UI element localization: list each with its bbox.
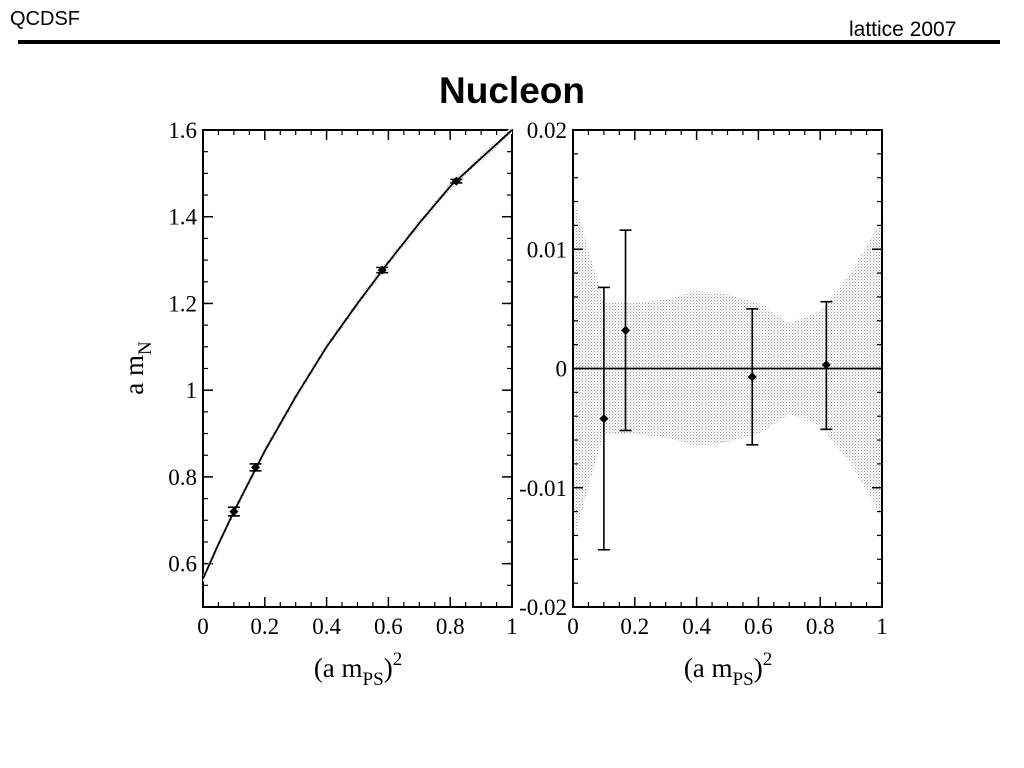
x-tick-label: 0.8 bbox=[436, 614, 465, 639]
plot-frame bbox=[202, 129, 513, 608]
x-axis-label: (a mPS)2 bbox=[314, 649, 402, 690]
x-tick-label: 0 bbox=[197, 614, 209, 639]
x-tick-label: 0.6 bbox=[744, 614, 773, 639]
header-rule bbox=[18, 40, 1000, 44]
x-tick-label: 1 bbox=[876, 614, 888, 639]
left-chart: 0 0.2 0.4 0.6 0.8 1 0.6 0.8 1 1.2 1.4 1.6 (a mPS)2 a … bbox=[119, 118, 518, 690]
y-tick-label: 0.6 bbox=[168, 552, 197, 577]
data-point bbox=[251, 462, 261, 472]
fit-error-band bbox=[203, 126, 512, 583]
data-point bbox=[821, 360, 831, 370]
data-point bbox=[451, 176, 461, 186]
header-label-right: lattice 2007 bbox=[849, 18, 957, 41]
y-tick-label: 0 bbox=[556, 357, 568, 382]
fit-curve bbox=[202, 129, 513, 580]
y-tick-label: 1.6 bbox=[168, 118, 197, 143]
data-point bbox=[599, 414, 609, 424]
slide-title: Nucleon bbox=[439, 70, 585, 111]
x-tick-label: 0.2 bbox=[620, 614, 649, 639]
y-tick-label: -0.01 bbox=[519, 476, 567, 501]
data-point bbox=[377, 265, 387, 275]
data-point bbox=[621, 325, 631, 335]
data-point bbox=[229, 507, 239, 517]
x-tick-label: 0.4 bbox=[682, 614, 711, 639]
x-axis-label: (a mPS)2 bbox=[684, 649, 772, 690]
x-tick-label: 0.2 bbox=[250, 614, 279, 639]
y-tick-label: 1.2 bbox=[168, 291, 197, 316]
right-chart: 0 0.2 0.4 0.6 0.8 1 -0.02 -0.01 0 0.01 0.02 (a mPS)… bbox=[519, 118, 888, 690]
x-tick-label: 0.4 bbox=[312, 614, 341, 639]
x-tick-label: 0.6 bbox=[374, 614, 403, 639]
y-tick-label: 1 bbox=[186, 378, 198, 403]
x-tick-label: 0 bbox=[567, 614, 579, 639]
y-tick-label: 0.01 bbox=[527, 237, 567, 262]
x-tick-label: 0.8 bbox=[806, 614, 835, 639]
x-tick-label: 1 bbox=[506, 614, 518, 639]
y-tick-label: 0.8 bbox=[168, 465, 197, 490]
y-tick-label: -0.02 bbox=[519, 595, 567, 620]
y-axis-label: a mN bbox=[119, 341, 156, 395]
y-tick-label: 0.02 bbox=[527, 118, 567, 143]
y-tick-label: 1.4 bbox=[168, 205, 197, 230]
data-point bbox=[747, 372, 757, 382]
header-label-left: QCDSF bbox=[10, 8, 80, 30]
